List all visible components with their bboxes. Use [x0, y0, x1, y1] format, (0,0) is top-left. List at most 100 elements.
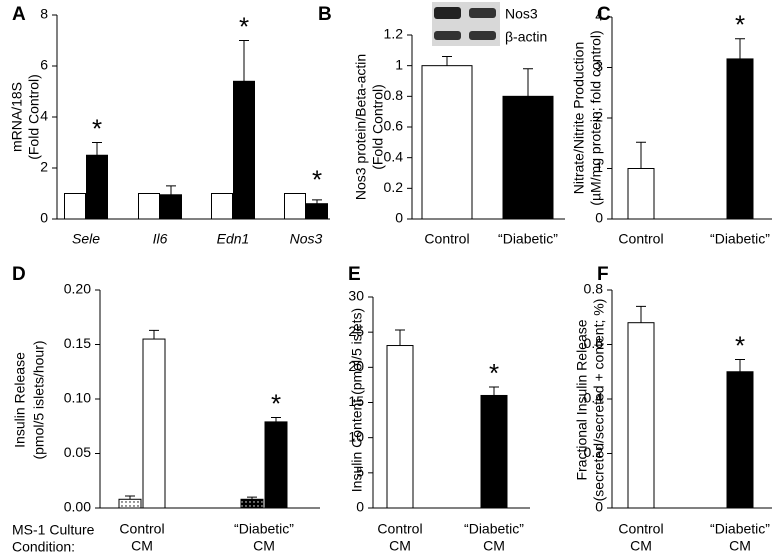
- y-tick-label: 1.2: [384, 26, 404, 42]
- x-tick-label: CM: [483, 538, 505, 554]
- y-tick-label: 2: [595, 109, 603, 125]
- x-tick-label: Control: [424, 231, 469, 247]
- panel-label: F: [597, 264, 609, 285]
- y-tick-label: 0.15: [64, 335, 91, 351]
- condition-label: MS-1 Culture: [12, 522, 95, 538]
- y-tick-label: 0.00: [64, 499, 91, 515]
- x-tick-label: Control: [377, 521, 422, 537]
- y-axis-label: (Fold Control): [370, 84, 386, 170]
- x-tick-label: Edn1: [217, 231, 250, 247]
- blot-label: Nos3: [505, 6, 538, 22]
- error-bar: [523, 68, 533, 97]
- significance-marker: *: [239, 11, 249, 41]
- x-tick-label: CM: [729, 538, 751, 554]
- y-tick-label: 0.6: [384, 118, 404, 134]
- error-bar: [149, 329, 159, 340]
- western-blot: [432, 2, 500, 46]
- y-axis-label: (µM/mg protein; fold control): [588, 30, 604, 205]
- error-bar: [166, 185, 176, 195]
- bar: [284, 193, 306, 220]
- y-tick-label: 0.6: [584, 335, 604, 351]
- y-tick-label: 4: [595, 8, 603, 24]
- error-bar: [312, 199, 322, 204]
- bar: [726, 58, 754, 220]
- significance-marker: *: [735, 330, 745, 360]
- y-axis-label: (pmol/5 islets/hour): [31, 340, 47, 459]
- error-bar: [735, 358, 745, 372]
- x-tick-label: CM: [630, 538, 652, 554]
- y-tick-label: 30: [348, 288, 364, 304]
- bar: [480, 394, 508, 509]
- bar: [160, 194, 182, 220]
- x-tick-label: CM: [253, 538, 275, 554]
- bar: [142, 338, 166, 509]
- error-bar: [239, 40, 249, 82]
- x-tick-label: Control: [119, 521, 164, 537]
- y-tick-label: 0: [595, 499, 603, 515]
- bar: [627, 322, 655, 509]
- panel-label: A: [12, 4, 26, 25]
- y-tick-label: 0.20: [64, 281, 91, 297]
- panel-label: E: [348, 264, 361, 285]
- x-tick-label: “Diabetic”: [234, 521, 294, 537]
- bar: [233, 80, 255, 220]
- bar: [211, 193, 233, 220]
- x-tick-label: “Diabetic”: [498, 231, 558, 247]
- y-axis-label: (secreted/secreted + content; %): [591, 299, 607, 502]
- y-tick-label: 0: [40, 210, 48, 226]
- y-tick-label: 10: [348, 428, 364, 444]
- significance-marker: *: [92, 113, 102, 143]
- error-bar: [247, 496, 257, 500]
- bar: [627, 168, 655, 220]
- x-tick-label: “Diabetic”: [710, 231, 770, 247]
- x-tick-label: Control: [618, 231, 663, 247]
- y-tick-label: 6: [40, 57, 48, 73]
- error-bar: [489, 386, 499, 396]
- y-tick-label: 0.4: [584, 390, 604, 406]
- y-axis-label: Nos3 protein/Beta-actin: [353, 54, 369, 200]
- panel-label: C: [597, 4, 611, 25]
- bar: [421, 65, 473, 220]
- error-bar: [636, 141, 646, 169]
- error-bar: [92, 142, 102, 156]
- bar: [264, 421, 288, 509]
- x-tick-label: Sele: [72, 231, 100, 247]
- y-axis-label: (Fold Control): [26, 74, 42, 160]
- x-tick-label: CM: [389, 538, 411, 554]
- error-bar: [395, 329, 405, 346]
- y-tick-label: 15: [348, 393, 364, 409]
- significance-marker: *: [489, 358, 499, 388]
- bar: [386, 345, 414, 509]
- significance-marker: *: [271, 388, 281, 418]
- error-bar: [442, 55, 452, 66]
- y-tick-label: 0: [356, 499, 364, 515]
- significance-marker: *: [735, 10, 745, 40]
- y-tick-label: 2: [40, 159, 48, 175]
- y-tick-label: 0: [595, 210, 603, 226]
- significance-marker: *: [312, 164, 322, 194]
- y-tick-label: 0.4: [384, 148, 404, 164]
- y-tick-label: 0.8: [584, 281, 604, 297]
- x-tick-label: “Diabetic”: [710, 521, 770, 537]
- x-tick-label: “Diabetic”: [464, 521, 524, 537]
- y-tick-label: 1: [395, 56, 403, 72]
- condition-label: Condition:: [12, 539, 75, 554]
- y-tick-label: 20: [348, 358, 364, 374]
- error-bar: [636, 305, 646, 323]
- bar: [306, 203, 328, 220]
- y-tick-label: 5: [356, 464, 364, 480]
- y-tick-label: 0: [395, 210, 403, 226]
- x-tick-label: Il6: [153, 231, 168, 247]
- y-axis-label: Fractional Insulin Release: [574, 319, 590, 480]
- y-tick-label: 0.2: [584, 444, 604, 460]
- bar: [64, 193, 86, 220]
- panel-label: B: [318, 4, 332, 25]
- y-tick-label: 0.2: [384, 179, 404, 195]
- error-bar: [271, 417, 281, 422]
- x-tick-label: CM: [131, 538, 153, 554]
- y-tick-label: 4: [40, 108, 48, 124]
- y-tick-label: 25: [348, 323, 364, 339]
- y-axis-label: Insulin Release: [12, 352, 28, 448]
- bar: [86, 154, 108, 220]
